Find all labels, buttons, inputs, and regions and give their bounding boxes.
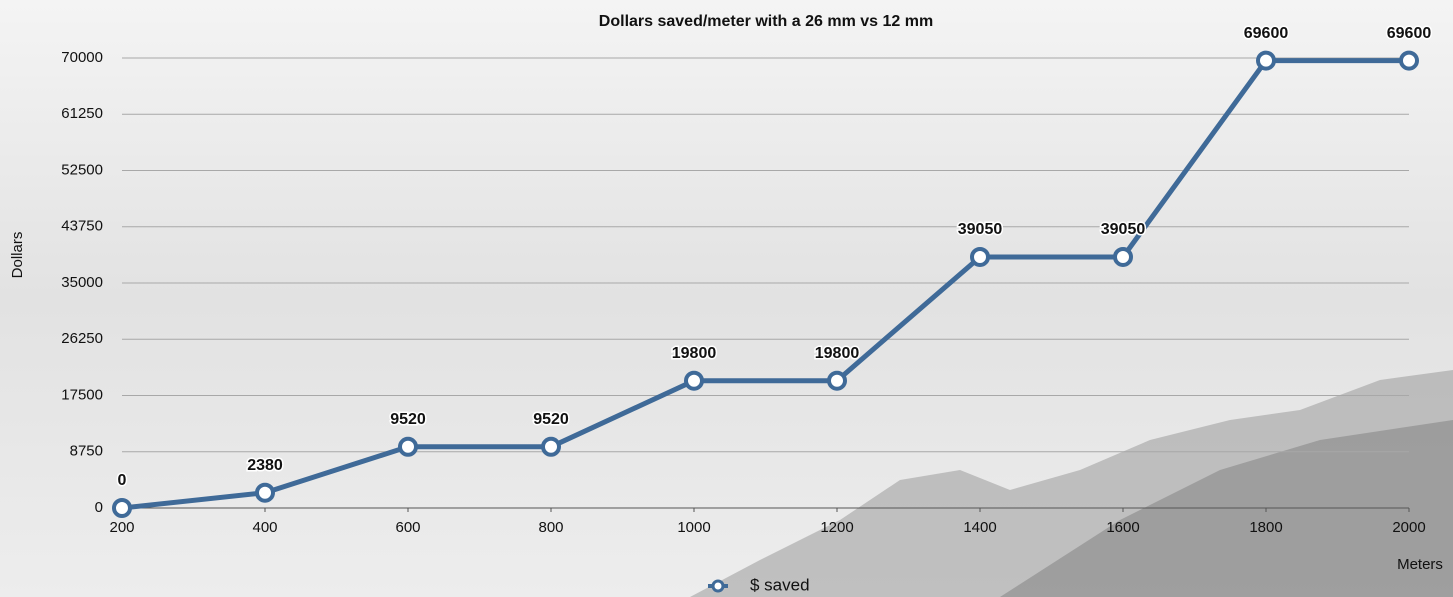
x-tick-label: 1800 [1249,519,1282,536]
data-point [398,436,418,457]
legend-label: $ saved [750,575,810,594]
y-tick-label: 35000 [61,274,103,291]
x-axis-label: Meters [1397,556,1443,573]
data-point [1113,246,1133,267]
data-point [1399,50,1419,71]
data-label: 19800 [815,345,860,362]
data-point [684,370,704,391]
legend-marker [711,579,725,593]
x-tick-label: 1000 [677,519,710,536]
y-tick-label: 0 [95,499,103,516]
y-tick-label: 61250 [61,105,103,122]
x-tick-label: 1400 [963,519,996,536]
x-tick-label: 600 [395,519,420,536]
x-tick-label: 2000 [1392,519,1425,536]
x-tick-label: 1200 [820,519,853,536]
data-label: 69600 [1387,25,1432,42]
x-tick-label: 200 [109,519,134,536]
data-label: 39050 [1101,221,1146,238]
series-line [121,58,1409,511]
data-label: 0 [118,472,127,489]
y-axis-label: Dollars [9,232,26,279]
x-tick-label: 1600 [1106,519,1139,536]
mountain [690,370,1453,597]
y-tick-label: 17500 [61,386,103,403]
data-label: 9520 [533,411,569,428]
data-label: 2380 [247,457,283,474]
data-point [1256,50,1276,71]
data-label: 69600 [1244,25,1289,42]
y-tick-label: 52500 [61,161,103,178]
y-tick-label: 43750 [61,218,103,235]
data-label: 19800 [672,345,717,362]
x-tick-label: 800 [538,519,563,536]
data-point [970,246,990,267]
data-label: 39050 [958,221,1003,238]
x-tick-label: 400 [252,519,277,536]
data-label: 9520 [390,411,426,428]
y-tick-label: 8750 [70,443,103,460]
y-tick-label: 70000 [61,49,103,66]
data-point [112,498,132,518]
y-tick-label: 26250 [61,330,103,347]
chart-title: Dollars saved/meter with a 26 mm vs 12 m… [599,13,933,30]
data-point [827,370,847,391]
data-point [255,482,275,503]
data-point [541,436,561,457]
